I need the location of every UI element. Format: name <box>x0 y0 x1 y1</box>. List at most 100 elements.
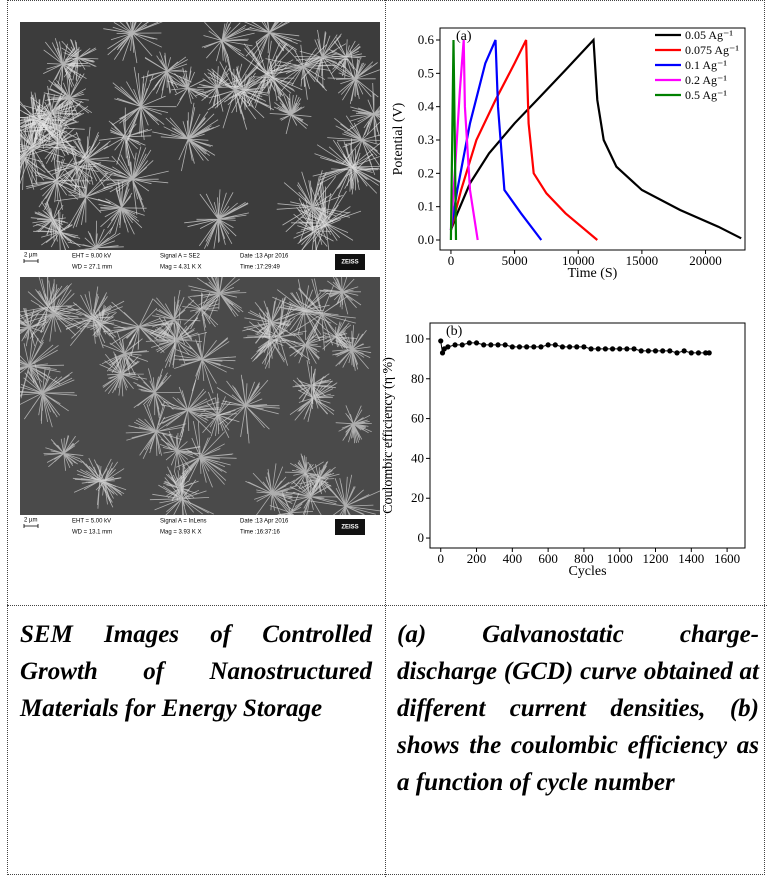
signal: Signal A = InLens <box>160 519 207 525</box>
data-point <box>667 348 673 354</box>
sem-flower <box>159 428 202 471</box>
data-point <box>516 344 523 350</box>
sem-flower <box>307 474 380 515</box>
scale-bar <box>23 524 39 528</box>
y-tick-label: 0.5 <box>418 65 434 80</box>
series-line <box>449 39 543 241</box>
legend-label: 0.5 Ag⁻¹ <box>685 88 727 102</box>
data-point <box>538 344 544 350</box>
sem-flower <box>242 296 298 350</box>
sem-flower <box>243 22 302 62</box>
series-line <box>449 37 742 240</box>
data-point <box>502 342 508 348</box>
x-tick-label: 5000 <box>502 253 528 268</box>
x-tick-label: 10000 <box>562 253 595 268</box>
data-point <box>645 348 651 354</box>
sem-flower <box>284 278 356 351</box>
sem-flower <box>141 51 192 98</box>
x-tick-label: 600 <box>538 551 558 566</box>
sem-flower <box>269 93 312 135</box>
data-point <box>552 342 558 348</box>
data-point <box>545 342 551 348</box>
y-axis-label: Potential (V) <box>391 102 406 175</box>
sem-flower <box>149 465 214 515</box>
sem-flower <box>83 459 125 505</box>
plot-frame <box>429 322 746 549</box>
data-point <box>588 346 594 352</box>
data-point <box>445 344 451 350</box>
caption-left: SEM Images of Controlled Growth of Nanos… <box>20 621 372 722</box>
scale-bar-label: 2 µm <box>24 253 37 259</box>
data-point <box>488 342 494 348</box>
sem-flower <box>67 220 124 250</box>
sem-flower <box>335 405 372 444</box>
y-tick-label: 0.0 <box>418 232 434 247</box>
panel-label: (a) <box>456 29 472 44</box>
sem-flower <box>145 308 208 368</box>
sem-flower <box>201 22 255 70</box>
scale-bar-label: 2 µm <box>24 518 37 524</box>
x-axis-label: Time (S) <box>568 266 618 281</box>
sem-flower <box>22 279 82 344</box>
logo: ZEISS <box>341 525 358 531</box>
sem-flower <box>327 115 380 176</box>
data-point <box>706 350 712 356</box>
eht: EHT = 5.00 kV <box>72 519 111 525</box>
data-point <box>624 346 630 352</box>
sem-image: 2 µm EHT = 9.00 kV Signal A = SE2 Date :13 … <box>20 22 380 277</box>
data-point <box>567 344 573 350</box>
y-tick-label: 100 <box>405 331 425 346</box>
sem-flower <box>102 298 175 357</box>
y-tick-label: 0 <box>418 530 425 545</box>
sem-flower <box>269 491 314 515</box>
legend-label: 0.05 Ag⁻¹ <box>685 28 733 42</box>
data-point <box>452 342 458 348</box>
sem-flower <box>327 50 380 104</box>
data-point <box>495 342 501 348</box>
data-point <box>602 346 608 352</box>
sem-flower <box>34 116 84 170</box>
data-point <box>531 344 537 350</box>
data-point <box>481 342 487 348</box>
wd: WD = 13.1 mm <box>72 530 112 536</box>
x-tick-label: 1200 <box>643 551 669 566</box>
sem-flower <box>245 463 297 515</box>
sem-flower <box>223 66 269 114</box>
data-point <box>695 350 702 356</box>
sem-flower <box>319 277 362 315</box>
sem-flower <box>43 38 91 90</box>
sem-flower <box>20 332 65 399</box>
time: Time :16:37:16 <box>240 530 280 536</box>
legend-label: 0.2 Ag⁻¹ <box>685 73 727 87</box>
series-line <box>449 39 458 241</box>
sem-flower <box>33 210 81 250</box>
sem-flower <box>173 332 237 394</box>
legend-label: 0.1 Ag⁻¹ <box>685 58 727 72</box>
data-point <box>438 338 444 344</box>
sem-flower <box>20 126 52 191</box>
y-tick-label: 40 <box>411 450 424 465</box>
sem-flower <box>294 29 349 88</box>
sem-flower <box>329 325 372 371</box>
x-tick-label: 1600 <box>714 551 740 566</box>
x-tick-label: 0 <box>448 253 455 268</box>
x-tick-label: 1000 <box>607 551 633 566</box>
info-bar <box>20 515 380 540</box>
panel-label: (b) <box>446 324 463 339</box>
logo-box <box>335 519 365 535</box>
table-border <box>7 0 765 875</box>
logo: ZEISS <box>341 260 358 266</box>
data-point <box>652 348 659 354</box>
data-point <box>609 346 616 352</box>
data-point <box>473 340 480 346</box>
data-point <box>466 340 472 346</box>
data-point <box>574 344 580 350</box>
data-point <box>631 346 637 352</box>
x-tick-label: 1400 <box>678 551 704 566</box>
mag: Mag = 3.93 K X <box>160 530 202 536</box>
sem-image: 2 µm EHT = 5.00 kV Signal A = InLens Date :… <box>20 277 380 540</box>
sem-flower <box>43 435 84 471</box>
y-tick-label: 0.3 <box>418 132 434 147</box>
x-tick-label: 200 <box>467 551 487 566</box>
sem-flower <box>292 360 336 410</box>
